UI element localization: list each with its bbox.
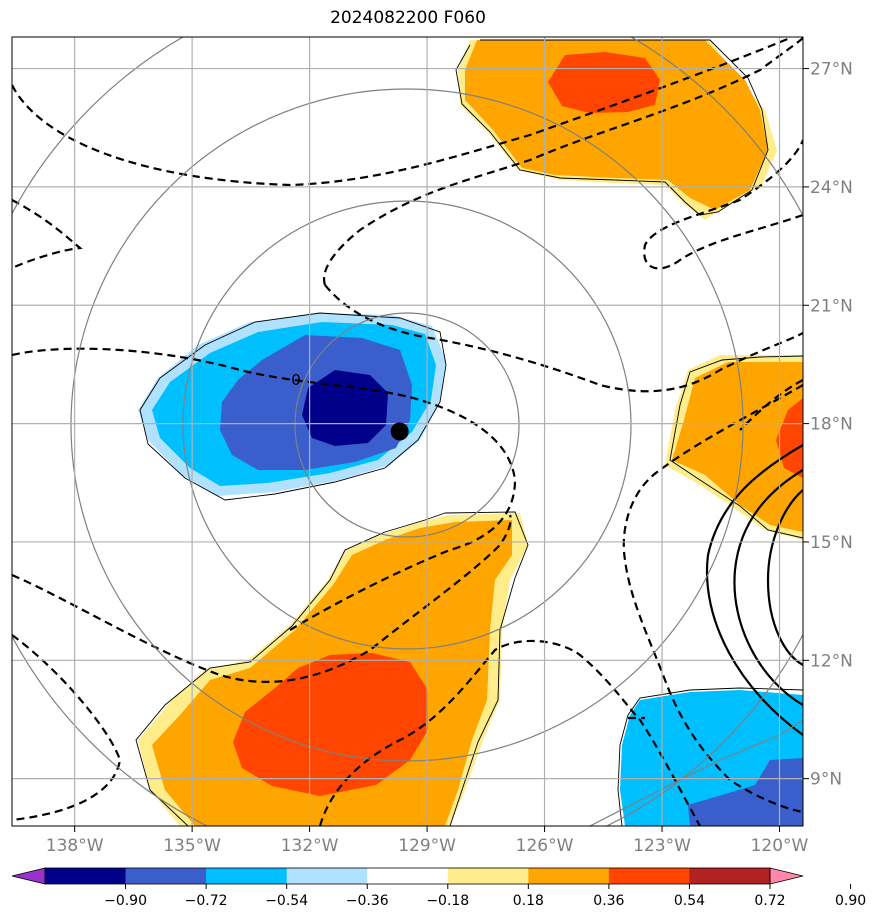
graticule [12,37,803,826]
positive-anomaly-east [665,355,803,540]
lon-tick-label: 132°W [281,836,339,856]
map-frame [11,36,804,827]
lon-tick-label: 135°W [163,836,221,856]
lat-tick-label: 21°N [810,296,853,316]
negative-anomaly-southeast [617,687,803,826]
lon-tick-label: 120°W [751,836,809,856]
colorbar-frame [44,867,771,885]
colorbar-tick-label: −0.90 [104,893,147,909]
map-title: 2024082200 F060 [330,8,486,28]
colorbar: −0.90 −0.72 −0.54 −0.36 −0.18 0.18 0.36 0.54 0.7… [11,867,866,909]
contour-label: 0 [291,371,301,389]
colorbar-tick-label: −0.36 [346,893,389,909]
lat-tick-label: 27°N [810,60,853,80]
colorbar-tick-label: −0.72 [185,893,228,909]
colorbar-extend-max [769,867,804,885]
colorbar-segment [608,868,690,884]
storm-center-marker [390,422,409,441]
colorbar-segment [45,868,127,884]
lat-tick-label: 15°N [810,533,853,553]
colorbar-segment [528,868,610,884]
positive-anomaly-north [455,39,777,220]
colorbar-segment [125,868,207,884]
colorbar-segment [689,868,771,884]
lat-tick-label: 9°N [810,770,842,790]
colorbar-segment [286,868,368,884]
colorbar-tick-label: 0.36 [593,893,624,909]
colorbar-segment [447,868,529,884]
colorbar-tick-label: 0.72 [754,893,785,909]
lat-tick-label: 12°N [810,651,853,671]
colorbar-segment [367,868,449,884]
lon-tick-label: 123°W [633,836,691,856]
dashed-contours [12,37,803,826]
colorbar-tick-label: 0.54 [674,893,705,909]
colorbar-tick-label: 0.18 [513,893,544,909]
colorbar-extend-min [11,867,46,885]
solid-contours [705,444,803,736]
colorbar-tick-label: −0.18 [426,893,469,909]
colorbar-segment [206,868,288,884]
lon-tick-label: 129°W [398,836,456,856]
lat-tick-label: 18°N [810,415,853,435]
lon-tick-label: 138°W [46,836,104,856]
lon-tick-label: 126°W [516,836,574,856]
colorbar-tick-label: −0.54 [265,893,308,909]
colorbar-tick-label: 0.90 [835,893,866,909]
range-rings [12,37,803,826]
axis-ticks: 138°W 135°W 132°W 129°W 126°W 123°W 120°W 9°N 12… [46,60,853,856]
lat-tick-label: 24°N [810,178,853,198]
